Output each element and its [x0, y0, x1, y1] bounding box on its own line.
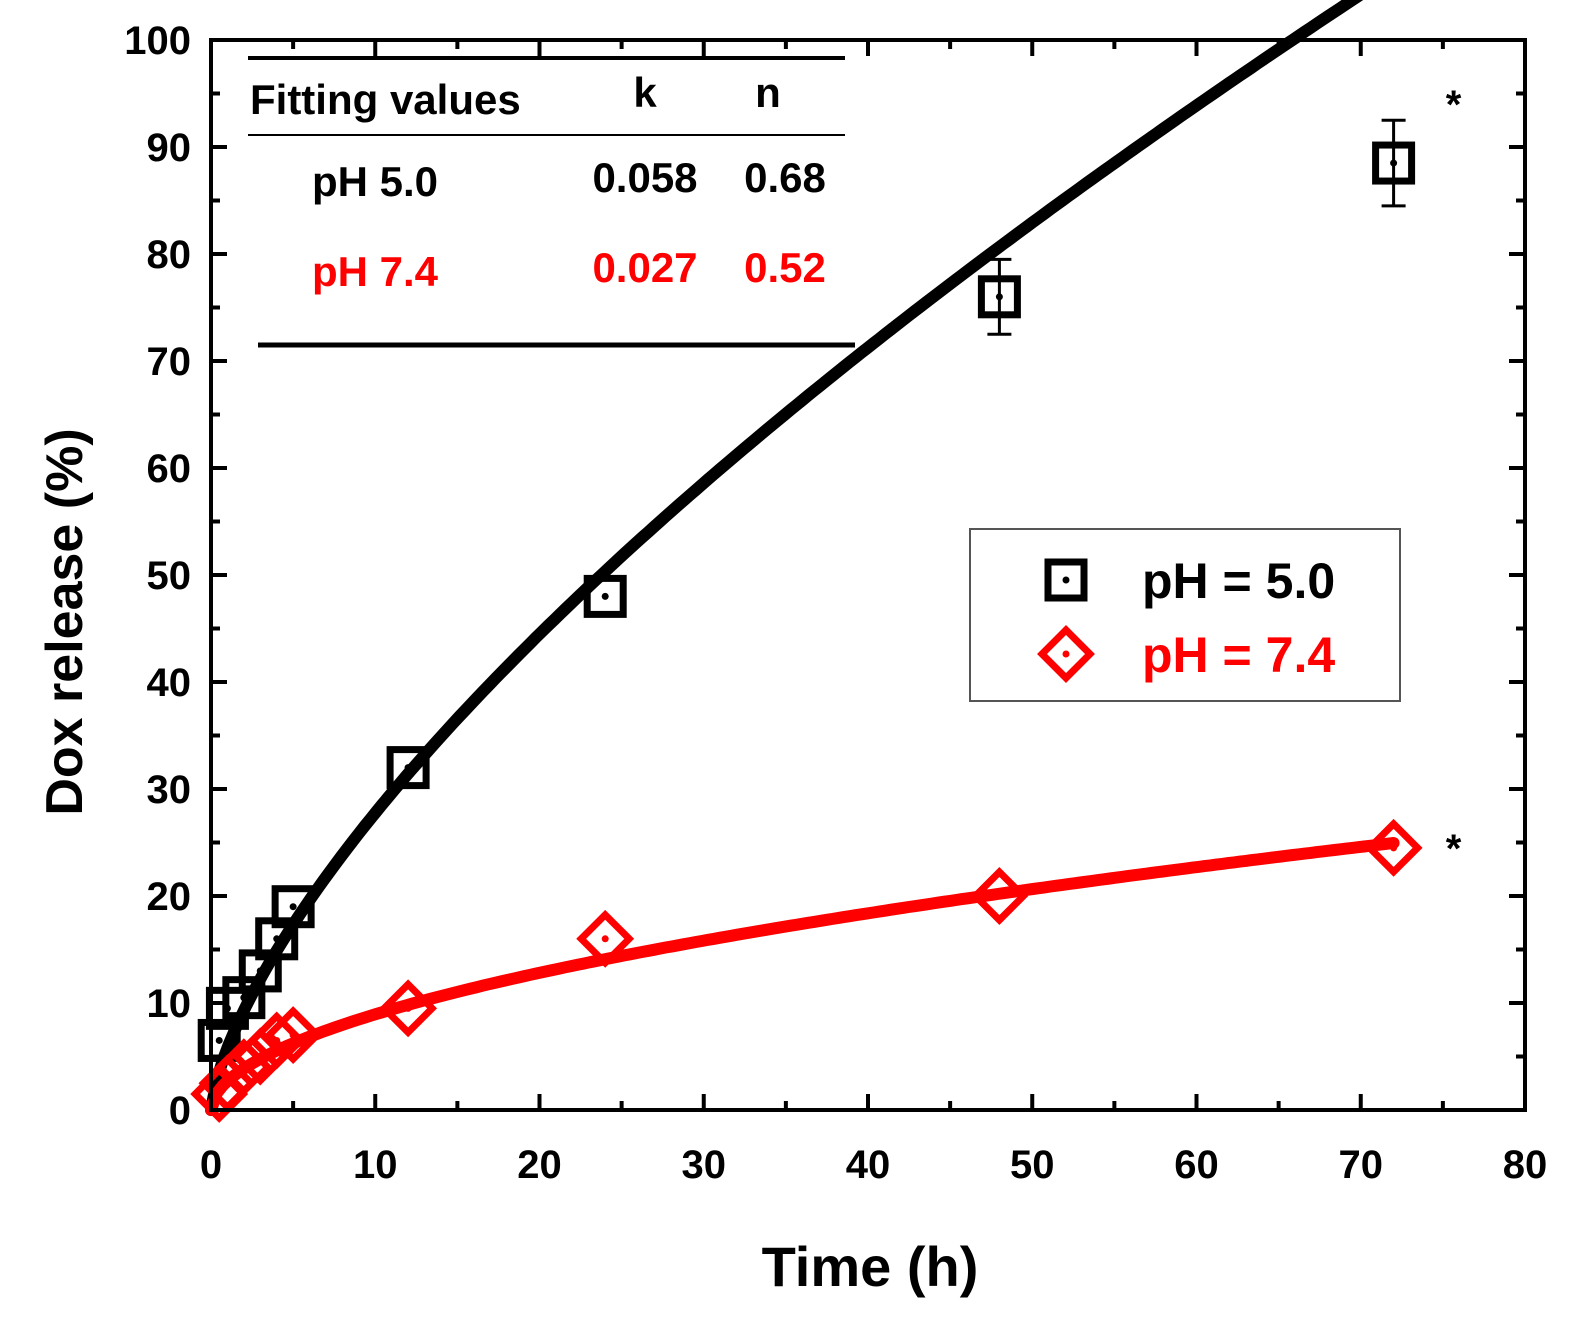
table-header-k: k — [633, 69, 657, 116]
significance-markers: ** — [1446, 83, 1462, 871]
marker-ph-7-4-dot — [289, 1031, 297, 1039]
marker-ph-5-0-dot — [215, 1036, 223, 1044]
legend-label: pH = 5.0 — [1142, 553, 1335, 609]
marker-ph-7-4-dot — [404, 1004, 412, 1012]
significance-asterisk: * — [1446, 83, 1462, 127]
table-row-label: pH 5.0 — [312, 158, 438, 205]
marker-ph-5-0-dot — [273, 935, 281, 943]
y-tick-label: 10 — [147, 982, 192, 1026]
marker-ph-5-0-dot — [289, 903, 297, 911]
marker-ph-7-4 — [231, 1027, 290, 1086]
y-tick-label: 60 — [147, 447, 192, 491]
marker-ph-5-0 — [386, 746, 430, 790]
fit-curve-ph-7-4 — [205, 837, 1400, 1116]
legend-marker-ph-7-4-dot — [1062, 650, 1070, 658]
legend-label: pH = 7.4 — [1142, 627, 1335, 683]
legend: pH = 5.0 pH = 7.4 — [969, 528, 1401, 702]
marker-ph-5-0 — [1372, 141, 1416, 185]
fit-lines — [205, 0, 1400, 1116]
fit-curve-ph-5-0 — [205, 0, 1364, 1116]
table-header-label: Fitting values — [250, 76, 521, 123]
marker-ph-5-0-dot — [601, 592, 609, 600]
marker-ph-5-0-dot — [256, 967, 264, 975]
marker-ph-7-4 — [379, 979, 438, 1038]
table-row-label: pH 7.4 — [312, 248, 439, 295]
legend-marker-ph-5-0-dot — [1062, 576, 1070, 584]
axes: 0 10 20 30 40 50 60 70 80 0 10 20 30 40 50 60 70 80 90 100 — [124, 19, 1547, 1187]
y-tick-label: 20 — [147, 875, 192, 919]
x-tick-label: 0 — [200, 1143, 222, 1187]
table-row-k: 0.058 — [592, 154, 697, 201]
marker-ph-7-4-dot — [601, 935, 609, 943]
table-row-n: 0.52 — [744, 244, 826, 291]
x-axis-label: Time (h) — [762, 1235, 979, 1298]
marker-ph-5-0-dot — [404, 764, 412, 772]
legend-marker-ph-5-0 — [1044, 558, 1088, 602]
table-row-n: 0.68 — [744, 154, 826, 201]
marker-ph-7-4-dot — [256, 1053, 264, 1060]
y-tick-label: 0 — [169, 1089, 191, 1133]
x-tick-label: 60 — [1174, 1143, 1219, 1187]
x-tick-label: 80 — [1503, 1143, 1548, 1187]
marker-ph-7-4 — [1364, 818, 1423, 877]
x-tick-label: 50 — [1010, 1143, 1055, 1187]
marker-ph-7-4 — [264, 1006, 323, 1065]
marker-ph-5-0-dot — [240, 994, 248, 1002]
y-tick-label: 70 — [147, 340, 192, 384]
x-tick-label: 30 — [682, 1143, 727, 1187]
marker-ph-7-4 — [970, 867, 1029, 925]
x-tick-label: 10 — [353, 1143, 398, 1187]
legend-box — [969, 528, 1401, 702]
marker-ph-7-4 — [576, 909, 635, 968]
table-header-n: n — [755, 69, 781, 116]
marker-ph-5-0 — [977, 275, 1021, 319]
y-tick-label: 100 — [124, 19, 191, 63]
x-tick-label: 70 — [1339, 1143, 1384, 1187]
y-tick-label: 40 — [147, 661, 192, 705]
marker-ph-5-0-dot — [1390, 159, 1398, 167]
y-tick-label: 80 — [147, 233, 192, 277]
table-row-k: 0.027 — [592, 244, 697, 291]
marker-ph-5-0 — [583, 574, 627, 618]
y-tick-label: 30 — [147, 768, 192, 812]
y-tick-label: 50 — [147, 554, 192, 598]
marker-ph-7-4-dot — [223, 1079, 231, 1087]
marker-ph-7-4-dot — [1390, 844, 1398, 852]
x-tick-label: 20 — [517, 1143, 562, 1187]
marker-ph-7-4-dot — [995, 892, 1003, 900]
legend-marker-ph-7-4 — [1037, 625, 1095, 683]
y-axis-label: Dox release (%) — [36, 428, 94, 815]
x-tick-label: 40 — [846, 1143, 891, 1187]
data-markers — [190, 141, 1423, 1123]
marker-ph-5-0 — [271, 885, 315, 929]
significance-asterisk: * — [1446, 827, 1462, 871]
marker-ph-5-0-dot — [995, 293, 1003, 301]
y-tick-label: 90 — [147, 126, 192, 170]
fit-table: Fitting values k n pH 5.0 0.058 0.68 pH 7.4 0.0… — [248, 56, 855, 348]
